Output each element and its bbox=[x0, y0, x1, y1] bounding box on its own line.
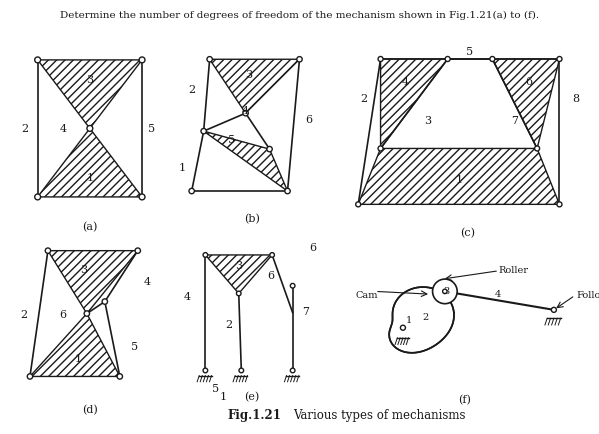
Polygon shape bbox=[204, 132, 288, 191]
Circle shape bbox=[203, 253, 208, 258]
Circle shape bbox=[237, 292, 241, 296]
Circle shape bbox=[445, 57, 450, 62]
Circle shape bbox=[270, 253, 274, 258]
Text: 4: 4 bbox=[402, 77, 409, 87]
Polygon shape bbox=[210, 60, 300, 114]
Text: 4: 4 bbox=[495, 289, 501, 298]
Text: 4: 4 bbox=[242, 106, 249, 116]
Text: 1: 1 bbox=[220, 391, 227, 401]
Text: 6: 6 bbox=[525, 77, 533, 87]
Text: Fig.1.21: Fig.1.21 bbox=[228, 408, 282, 421]
Circle shape bbox=[297, 57, 302, 63]
Text: 2: 2 bbox=[225, 319, 232, 329]
Circle shape bbox=[117, 374, 123, 379]
Circle shape bbox=[557, 57, 562, 62]
Text: 3: 3 bbox=[235, 260, 243, 270]
Text: 5: 5 bbox=[228, 135, 235, 145]
Text: 7: 7 bbox=[511, 116, 518, 126]
Polygon shape bbox=[38, 129, 142, 197]
Text: 3: 3 bbox=[86, 76, 93, 85]
Text: 5: 5 bbox=[149, 124, 155, 134]
Text: (c): (c) bbox=[459, 227, 475, 238]
Text: Roller: Roller bbox=[498, 265, 528, 274]
Polygon shape bbox=[38, 61, 142, 129]
Circle shape bbox=[102, 299, 108, 305]
Circle shape bbox=[28, 374, 33, 379]
Text: 2: 2 bbox=[21, 124, 28, 134]
Circle shape bbox=[400, 326, 406, 330]
Text: (f): (f) bbox=[458, 394, 471, 404]
Text: Follower: Follower bbox=[576, 290, 599, 299]
Circle shape bbox=[557, 202, 562, 207]
Text: (d): (d) bbox=[82, 404, 98, 414]
Circle shape bbox=[135, 248, 141, 254]
Circle shape bbox=[207, 57, 213, 63]
Text: 1: 1 bbox=[455, 175, 462, 185]
Circle shape bbox=[291, 284, 295, 288]
Text: 4: 4 bbox=[184, 291, 191, 301]
Circle shape bbox=[378, 147, 383, 151]
Text: 8: 8 bbox=[573, 94, 580, 104]
Text: 1: 1 bbox=[406, 315, 412, 324]
Text: 7: 7 bbox=[302, 307, 309, 317]
Text: 4: 4 bbox=[143, 276, 150, 286]
Circle shape bbox=[84, 311, 90, 316]
Text: (b): (b) bbox=[244, 214, 259, 224]
Text: 4: 4 bbox=[60, 124, 67, 134]
Text: 6: 6 bbox=[305, 115, 312, 125]
Circle shape bbox=[87, 126, 93, 132]
Circle shape bbox=[239, 368, 244, 373]
Circle shape bbox=[285, 189, 291, 194]
Polygon shape bbox=[48, 251, 138, 314]
Text: 3: 3 bbox=[245, 70, 252, 80]
Polygon shape bbox=[30, 314, 120, 377]
Text: 1: 1 bbox=[179, 163, 186, 173]
Circle shape bbox=[35, 58, 41, 64]
Text: Various types of mechanisms: Various types of mechanisms bbox=[294, 408, 466, 421]
Text: 5: 5 bbox=[212, 384, 219, 394]
Circle shape bbox=[203, 368, 208, 373]
Text: 6: 6 bbox=[268, 271, 275, 281]
Circle shape bbox=[432, 279, 457, 304]
Text: 3: 3 bbox=[425, 116, 432, 126]
Text: 2: 2 bbox=[422, 312, 428, 321]
Text: 5: 5 bbox=[467, 46, 474, 56]
Text: 2: 2 bbox=[188, 85, 195, 95]
Circle shape bbox=[534, 147, 540, 151]
Text: Cam: Cam bbox=[355, 290, 378, 299]
Polygon shape bbox=[205, 255, 272, 294]
Circle shape bbox=[267, 147, 272, 152]
Circle shape bbox=[201, 129, 206, 135]
Circle shape bbox=[356, 202, 361, 207]
Text: 2: 2 bbox=[360, 94, 367, 104]
Circle shape bbox=[378, 57, 383, 62]
Text: (a): (a) bbox=[82, 222, 98, 232]
Polygon shape bbox=[389, 287, 454, 353]
Circle shape bbox=[490, 57, 495, 62]
Circle shape bbox=[243, 111, 249, 117]
Text: 3: 3 bbox=[80, 264, 87, 274]
Circle shape bbox=[46, 248, 50, 254]
Text: 1: 1 bbox=[86, 173, 93, 183]
Circle shape bbox=[189, 189, 194, 194]
Polygon shape bbox=[358, 149, 559, 205]
Text: 5: 5 bbox=[131, 342, 138, 352]
Circle shape bbox=[551, 308, 556, 312]
Text: 3: 3 bbox=[443, 286, 449, 295]
Polygon shape bbox=[492, 60, 559, 149]
Text: 6: 6 bbox=[59, 309, 66, 319]
Circle shape bbox=[139, 194, 145, 201]
Circle shape bbox=[443, 289, 447, 294]
Text: 1: 1 bbox=[74, 354, 81, 364]
Text: 6: 6 bbox=[310, 243, 317, 253]
Polygon shape bbox=[380, 60, 447, 149]
Text: 2: 2 bbox=[20, 309, 28, 319]
Text: Determine the number of degrees of freedom of the mechanism shown in Fig.1.21(a): Determine the number of degrees of freed… bbox=[60, 11, 539, 20]
Circle shape bbox=[139, 58, 145, 64]
Text: (e): (e) bbox=[244, 391, 259, 401]
Circle shape bbox=[35, 194, 41, 201]
Circle shape bbox=[291, 368, 295, 373]
